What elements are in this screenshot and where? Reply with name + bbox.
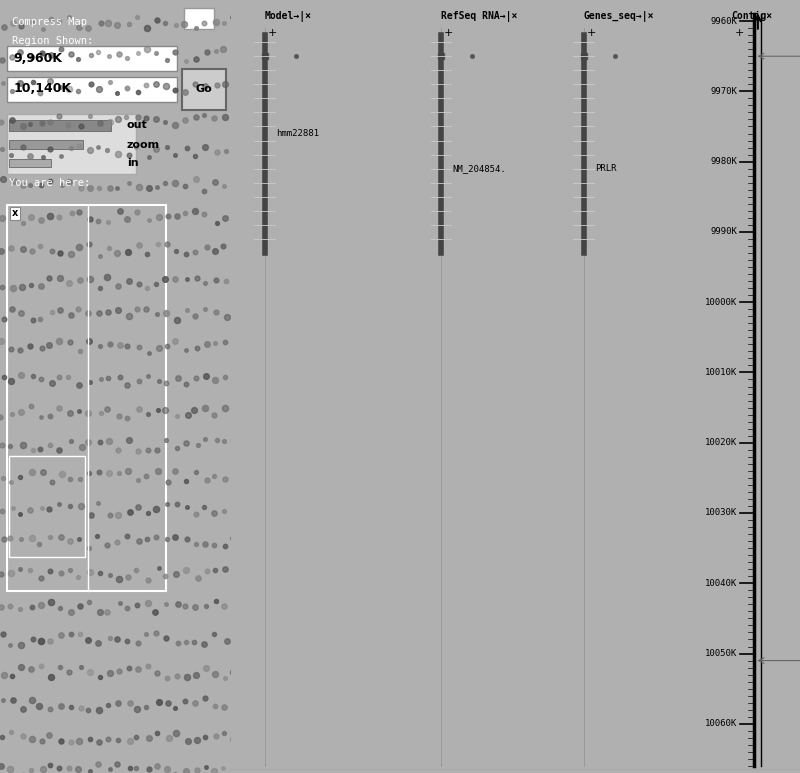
Text: RefSeq RNA→|×: RefSeq RNA→|× (441, 11, 518, 22)
Text: 10010K: 10010K (705, 368, 738, 377)
Text: Go: Go (195, 84, 212, 94)
Text: in: in (126, 158, 138, 168)
Text: 10020K: 10020K (705, 438, 738, 448)
Text: out: out (126, 121, 147, 130)
Text: 9980K: 9980K (710, 157, 738, 166)
FancyBboxPatch shape (10, 120, 110, 131)
Text: zoom: zoom (126, 140, 160, 149)
Text: hmm22881: hmm22881 (276, 129, 319, 138)
FancyBboxPatch shape (184, 8, 214, 29)
Text: x: x (12, 209, 18, 218)
FancyBboxPatch shape (7, 46, 178, 71)
Text: 10030K: 10030K (705, 509, 738, 517)
Text: Region Shown:: Region Shown: (11, 36, 93, 46)
Text: 9970K: 9970K (710, 87, 738, 96)
Text: +: + (734, 28, 744, 38)
Text: 10000K: 10000K (705, 298, 738, 307)
Text: Compress Map: Compress Map (11, 17, 86, 27)
FancyBboxPatch shape (7, 77, 178, 102)
Text: PRLR: PRLR (595, 164, 617, 173)
Text: NM_204854.: NM_204854. (453, 164, 506, 173)
Text: 10050K: 10050K (705, 649, 738, 658)
FancyBboxPatch shape (182, 69, 226, 110)
FancyBboxPatch shape (10, 140, 83, 149)
Text: 10060K: 10060K (705, 720, 738, 728)
Text: +: + (444, 28, 454, 38)
Text: 10,140K: 10,140K (14, 83, 72, 95)
Text: Model→|×: Model→|× (265, 11, 311, 22)
Text: Genes_seq→|×: Genes_seq→|× (583, 11, 654, 22)
FancyBboxPatch shape (7, 114, 136, 174)
Text: +: + (267, 28, 277, 38)
FancyBboxPatch shape (10, 159, 50, 167)
Text: 9960K: 9960K (710, 16, 738, 26)
Text: You are here:: You are here: (10, 178, 90, 188)
Text: 9,960K: 9,960K (14, 52, 63, 65)
Text: 10040K: 10040K (705, 579, 738, 587)
Text: 9990K: 9990K (710, 227, 738, 237)
Text: Contig×: Contig× (732, 11, 773, 21)
Text: +: + (586, 28, 596, 38)
